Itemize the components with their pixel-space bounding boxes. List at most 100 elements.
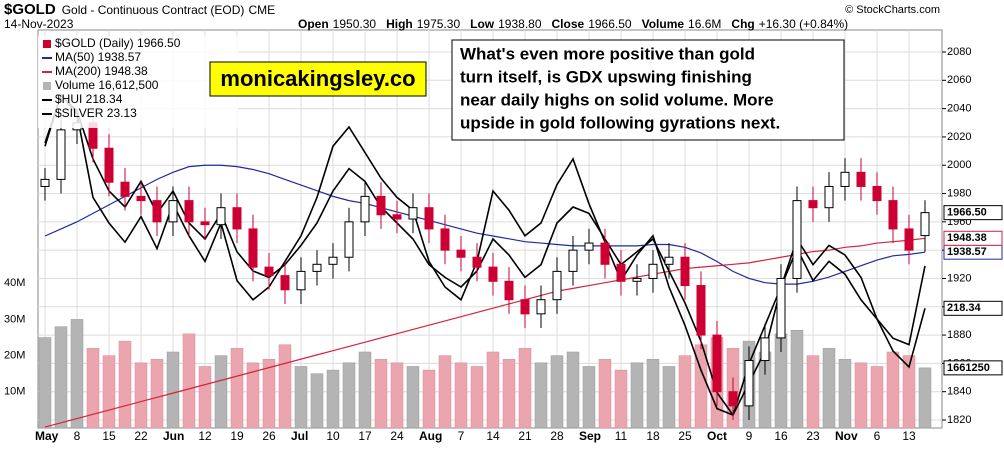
candle-body [392,214,402,220]
value-tag-label: 1966.50 [947,207,987,219]
candle-body [776,277,786,339]
y-tick-label: 1920 [947,272,971,284]
volume-bar [886,351,900,429]
chart-subtitle: Gold - Continuous Contract (EOD) [62,3,245,17]
volume-bar [470,366,484,429]
volume-bar [54,326,68,429]
stat-label: Volume [642,17,685,31]
y-tick-label: 2020 [947,131,971,143]
volume-tick-label: 20M [4,350,25,362]
stat-value: 1966.50 [588,17,632,31]
candle-body [664,256,674,265]
annotation-line: What's even more positive than gold [460,44,755,63]
x-tick-label: Jul [291,429,308,443]
candle-body [728,391,738,407]
y-tick-label: 1980 [947,187,971,199]
credit: © StockCharts.com [845,4,940,16]
stat-value: 1975.30 [417,17,461,31]
candle-body [520,299,530,315]
candle-body [120,181,130,197]
volume-bar [438,355,452,429]
x-tick-label: 23 [806,429,820,443]
y-tick-label: 2080 [947,46,971,58]
legend-label: MA(200) 1948.38 [55,64,148,78]
x-tick-label: 13 [902,429,916,443]
candle-body [680,256,690,287]
volume-bar [166,351,180,429]
candle-body [440,228,450,251]
candle-body [696,285,706,336]
value-tag [943,300,1003,316]
candle-body [888,200,898,230]
legend-label: MA(50) 1938.57 [55,50,141,64]
stat-value: 1950.30 [333,17,377,31]
candle-body [40,178,50,187]
volume-bar [150,358,164,429]
volume-bar [582,366,596,429]
volume-bar [86,348,100,429]
candle-body [568,249,578,272]
candle-body [536,299,546,315]
x-tick-label: 16 [774,429,788,443]
candle-body [312,263,322,272]
x-tick-label: 25 [678,429,692,443]
x-tick-label: 8 [74,429,81,443]
volume-bar [854,362,868,429]
stat-label: Close [552,17,585,31]
volume-bar [358,351,372,429]
stat-label: Open [298,17,329,31]
volume-tick-label: 30M [4,313,25,325]
y-tick-label: 2000 [947,159,971,171]
watermark-box [209,61,427,97]
candle-body [648,263,658,279]
candle-body [488,266,498,282]
candle-body [824,185,834,209]
watermark: monicakingsley.co [220,66,415,91]
stat-label: Chg [731,17,754,31]
candle-body [552,270,562,301]
y-tick-label: 1840 [947,386,971,398]
x-tick-label: 28 [550,429,564,443]
volume-bar [278,344,292,429]
volume-bar [486,351,500,429]
volume-bar [118,340,132,429]
volume-bar [390,362,404,429]
x-tick-label: May [35,429,59,443]
candle-body [328,256,338,265]
value-tag [943,230,1003,246]
value-tag-label: 1938.57 [947,246,987,258]
x-tick-label: Sep [579,429,601,443]
candle-body [184,200,194,223]
annotation-line: near daily highs on solid volume. More [460,90,774,109]
y-tick-label: 2040 [947,103,971,115]
volume-bar [422,369,436,429]
candle-body [792,200,802,279]
volume-bar [454,362,468,429]
candle-body [472,256,482,268]
overlay-layer: monicakingsley.co $GOLD (Daily) 1966.50M… [38,36,845,141]
candle-body [600,242,610,265]
candle-body [632,277,642,282]
candle-body [424,207,434,230]
x-tick-label: 17 [358,429,372,443]
x-tick-label: 21 [518,429,532,443]
value-tag [943,360,1003,376]
x-tick-label: 11 [615,429,628,443]
legend-label: $HUI 218.34 [55,92,123,106]
legend-label: Volume 16,612,500 [55,78,159,92]
x-tick-label: 9 [746,429,753,443]
volume-bar [198,366,212,429]
candle-body [920,212,930,237]
candle-body [344,221,354,258]
y-tick-label: 1820 [947,414,971,426]
x-tick-label: Oct [707,429,727,443]
volume-bar [678,355,692,429]
volume-bar [534,362,548,429]
volume-bar [918,367,932,429]
annotation-box [451,39,845,141]
x-tick-label: 24 [390,429,404,443]
candle-body [104,147,114,183]
volume-bar [646,358,660,429]
candle-body [456,249,466,258]
